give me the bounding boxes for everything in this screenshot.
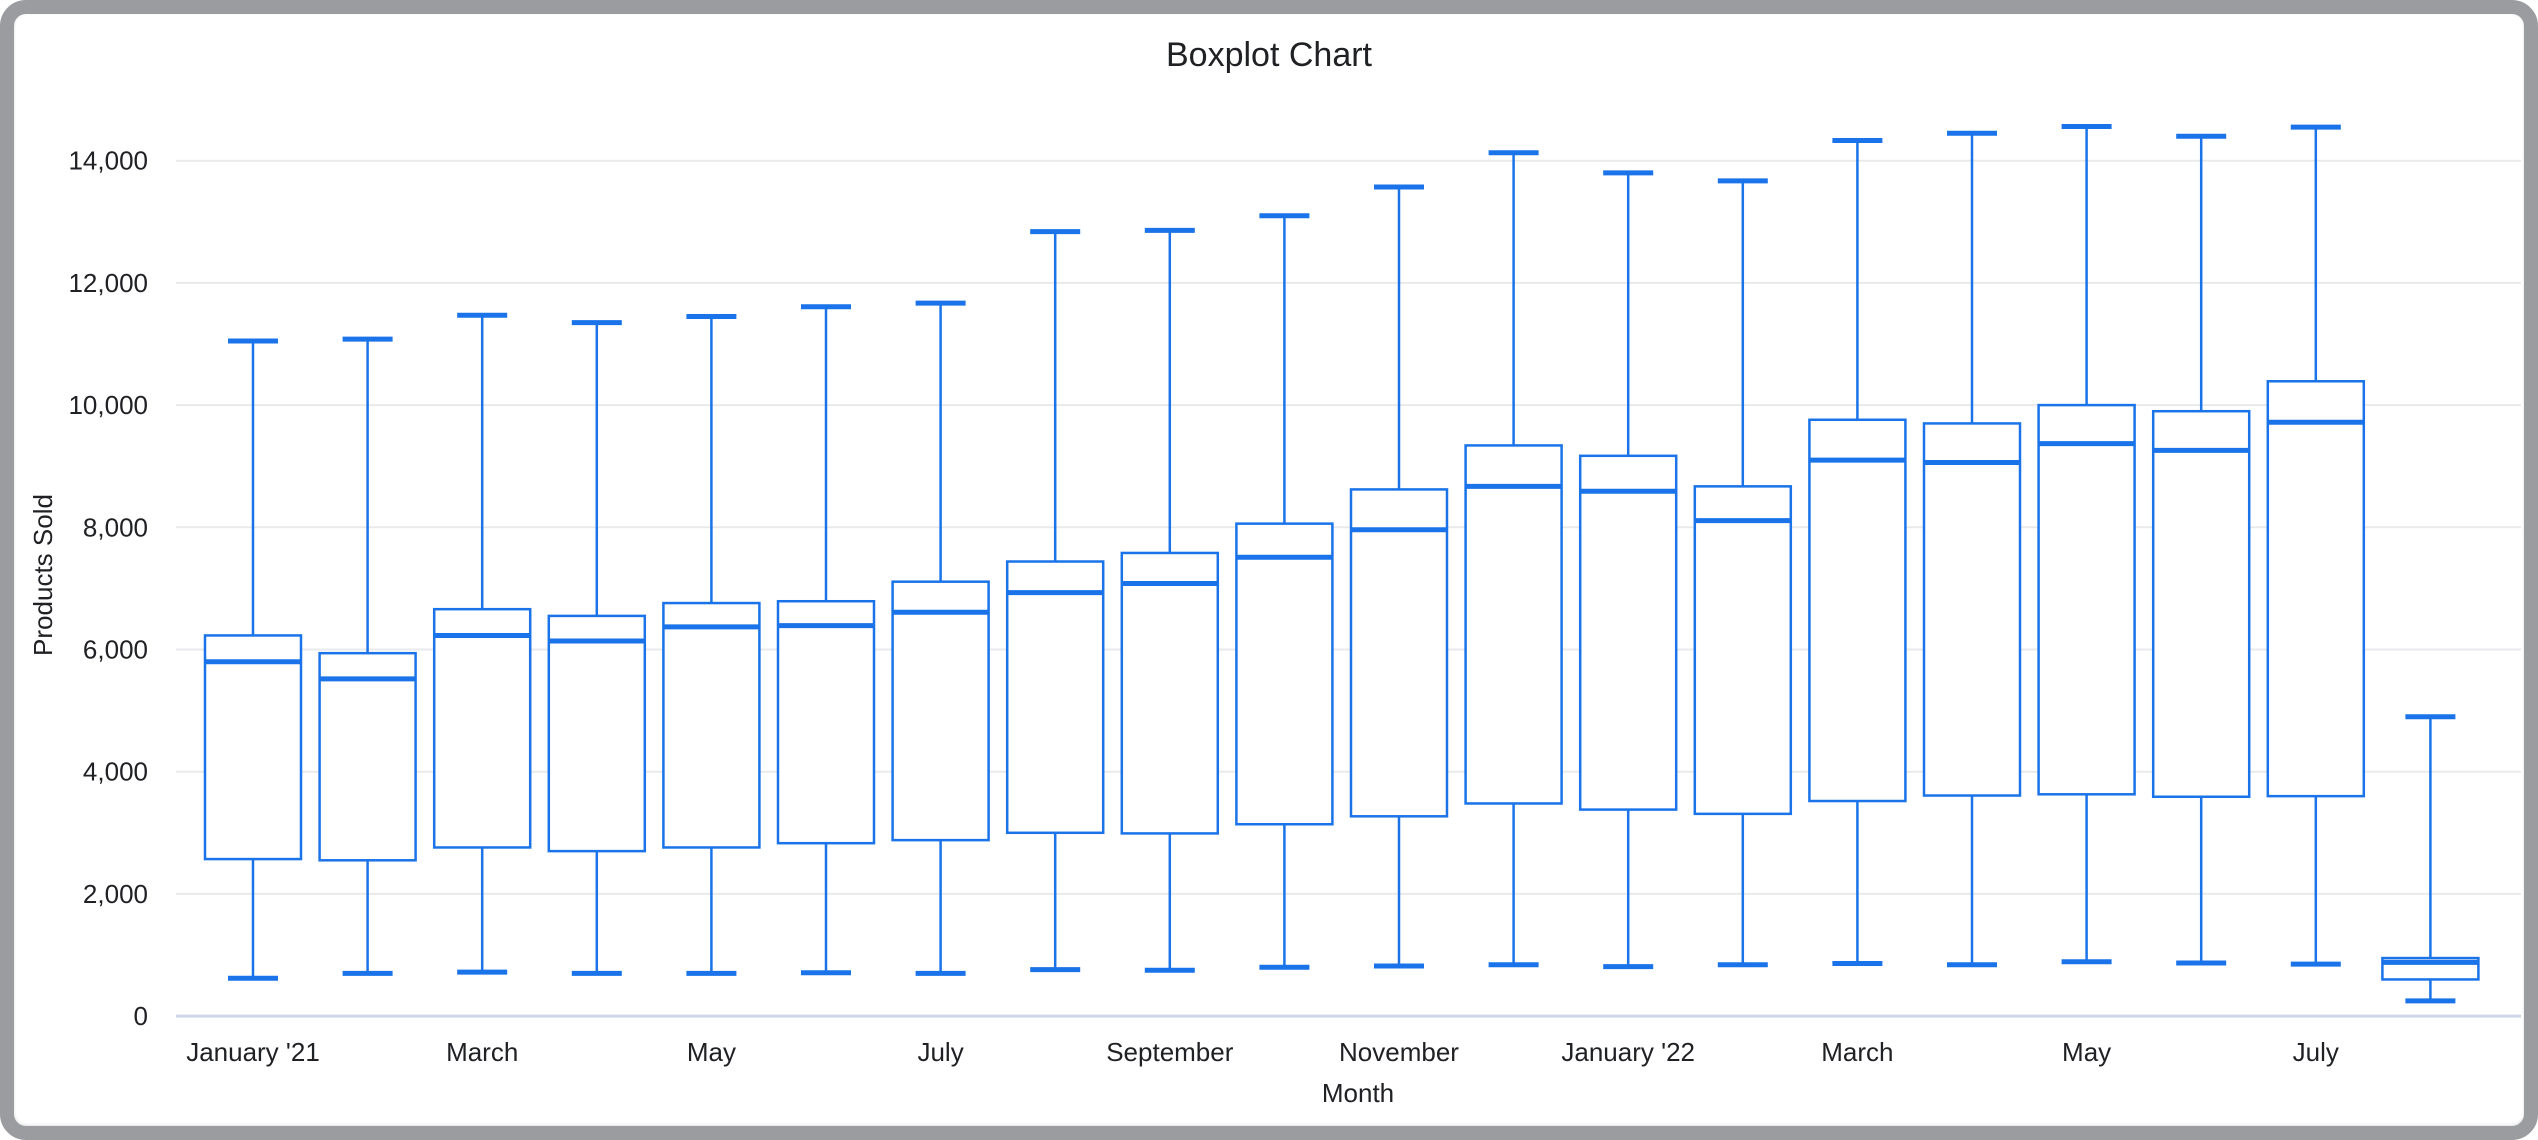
x-tick-label: March (1821, 1037, 1893, 1067)
boxplot-november-21[interactable] (1349, 184, 1449, 969)
iqr-box (1005, 560, 1105, 835)
boxplot-june-22[interactable] (2151, 133, 2251, 966)
boxplot-january-21[interactable] (203, 338, 303, 981)
x-tick-label: November (1339, 1037, 1459, 1067)
boxplot-may-22[interactable] (2037, 123, 2136, 965)
x-tick-label: May (2062, 1037, 2111, 1067)
y-tick-label: 8,000 (83, 512, 148, 542)
x-tick-label: July (2293, 1037, 2339, 1067)
y-tick-label: 4,000 (83, 757, 148, 787)
boxplot-january-22[interactable] (1578, 170, 1678, 970)
boxplot-may-21[interactable] (662, 314, 761, 976)
x-axis-title: Month (1321, 1078, 1395, 1108)
iqr-box (1235, 522, 1334, 826)
iqr-box (1349, 488, 1449, 818)
chart-title: Boxplot Chart (1166, 36, 1372, 74)
iqr-box (2266, 380, 2366, 798)
boxplot-july-21[interactable] (891, 300, 990, 976)
y-tick-label: 2,000 (83, 879, 148, 909)
y-tick-label: 12,000 (68, 268, 148, 298)
iqr-box (1693, 485, 1793, 816)
boxplot-december-21[interactable] (1464, 150, 1563, 968)
iqr-box (203, 634, 303, 861)
iqr-box (1578, 454, 1678, 811)
boxplot-february-22[interactable] (1693, 178, 1793, 968)
iqr-box (547, 614, 647, 853)
iqr-box (1922, 422, 2022, 797)
x-tick-label: March (446, 1037, 518, 1067)
iqr-box (318, 651, 417, 862)
y-tick-label: 10,000 (68, 390, 148, 420)
y-tick-label: 0 (134, 1001, 148, 1031)
x-tick-label: September (1106, 1037, 1234, 1067)
boxplot-august-22[interactable] (2381, 714, 2480, 1004)
boxplot-march-21[interactable] (432, 312, 532, 975)
iqr-box (1808, 418, 1907, 803)
iqr-box (432, 607, 532, 849)
x-tick-label: January '22 (1561, 1037, 1695, 1067)
iqr-box (662, 601, 761, 849)
x-tick-label: January '21 (186, 1037, 320, 1067)
boxplot-february-21[interactable] (318, 336, 417, 976)
x-tick-label: May (687, 1037, 736, 1067)
boxplot-october-21[interactable] (1235, 213, 1334, 970)
x-tick-label: July (917, 1037, 963, 1067)
boxplot-july-22[interactable] (2266, 124, 2366, 967)
iqr-box (2151, 409, 2251, 799)
iqr-box (776, 599, 876, 845)
iqr-box (891, 580, 990, 842)
boxplot-september-21[interactable] (1120, 227, 1220, 973)
iqr-box (2037, 403, 2136, 796)
boxplot-march-22[interactable] (1808, 138, 1907, 967)
boxplot-june-21[interactable] (776, 304, 876, 976)
iqr-box (1120, 551, 1220, 835)
boxplot-april-21[interactable] (547, 320, 647, 976)
y-tick-label: 14,000 (68, 146, 148, 176)
iqr-box (1464, 444, 1563, 805)
y-tick-label: 6,000 (83, 635, 148, 665)
boxplot-april-22[interactable] (1922, 130, 2022, 968)
boxplot-august-21[interactable] (1005, 229, 1105, 973)
